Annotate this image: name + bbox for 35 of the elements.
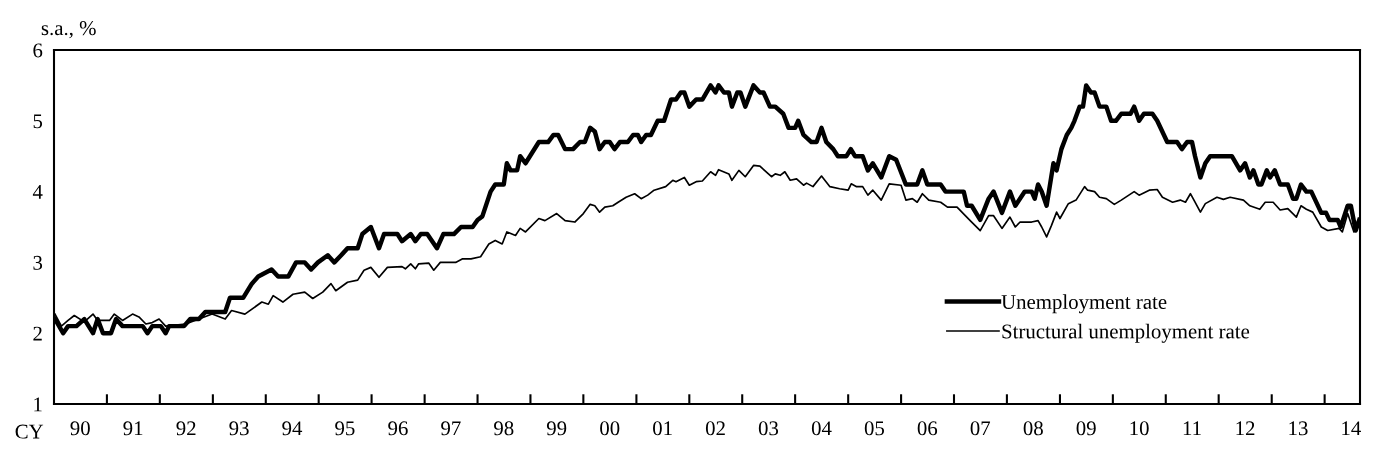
x-tick-label: 03: [758, 421, 779, 436]
x-tick-label: 91: [123, 421, 143, 436]
x-tick-label: 00: [600, 421, 620, 436]
legend-label: Unemployment rate: [1001, 294, 1167, 314]
x-tick-label: 96: [388, 421, 408, 436]
x-tick-label: 13: [1289, 421, 1308, 436]
x-tick-label: 98: [494, 421, 514, 436]
x-tick-label: 14: [1342, 421, 1361, 436]
x-tick-label: 99: [546, 421, 567, 436]
x-tick-label: 92: [176, 421, 196, 436]
x-tick-label: 97: [441, 421, 461, 436]
x-axis-title: CY: [15, 424, 44, 439]
y-tick-label: 3: [33, 255, 43, 270]
x-tick-label: 01: [653, 421, 672, 436]
x-tick-label: 08: [1023, 421, 1043, 436]
x-tick-label: 04: [811, 421, 832, 436]
x-tick-label: 07: [970, 421, 991, 436]
x-tick-label: 05: [864, 421, 885, 436]
x-tick-label: 06: [917, 421, 938, 436]
y-tick-label: 6: [33, 43, 43, 58]
y-tick-label: 4: [32, 185, 43, 199]
x-tick-label: 02: [705, 421, 725, 436]
legend-label: Structural unemployment rate: [1002, 323, 1250, 343]
x-tick-label: 94: [282, 421, 303, 436]
x-tick-label: 12: [1236, 421, 1255, 436]
y-tick-label: 5: [33, 114, 43, 129]
x-tick-label: 11: [1183, 421, 1201, 436]
x-tick-label: 93: [229, 421, 249, 436]
x-tick-label: 90: [70, 421, 90, 436]
x-tick-label: 95: [335, 421, 355, 436]
x-tick-label: 09: [1076, 421, 1096, 436]
y-tick-label: 1: [34, 397, 42, 412]
x-tick-label: 10: [1130, 421, 1149, 436]
y-tick-label: 2: [33, 326, 42, 341]
y-axis-title: s.a., %: [41, 21, 96, 39]
